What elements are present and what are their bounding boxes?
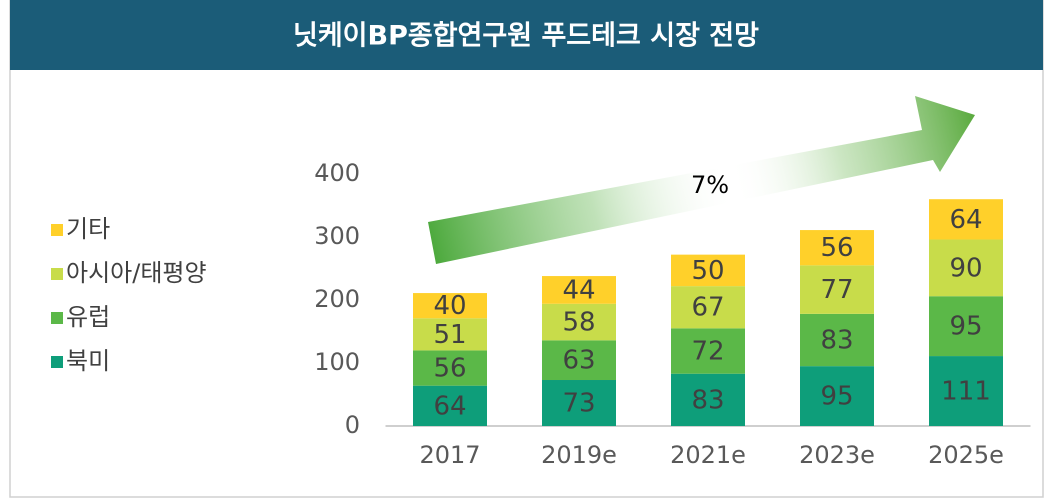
bar-segment — [542, 276, 616, 304]
value-label: 67 — [691, 293, 724, 323]
value-label: 40 — [433, 291, 466, 321]
x-tick-label: 2021e — [670, 441, 746, 469]
y-tick-label: 300 — [314, 222, 360, 250]
y-tick-label: 400 — [314, 159, 360, 187]
bar-segment — [542, 380, 616, 426]
legend-swatch — [51, 356, 63, 368]
bar-segment — [671, 254, 745, 287]
x-tick-label: 2023e — [799, 441, 875, 469]
y-tick-label: 100 — [314, 348, 360, 376]
frame — [9, 0, 1044, 498]
value-label: 64 — [949, 205, 982, 235]
y-tick-label: 200 — [314, 285, 360, 313]
bar-segment — [929, 239, 1003, 297]
bar-segment — [800, 230, 874, 266]
bar-segment — [671, 373, 745, 426]
legend-label: 북미 — [66, 347, 110, 375]
bar-segment — [929, 199, 1003, 240]
value-label: 56 — [433, 354, 466, 384]
value-label: 56 — [820, 233, 853, 263]
x-tick-label: 2025e — [928, 441, 1004, 469]
bar-segment — [929, 356, 1003, 426]
x-tick-label: 2017 — [419, 441, 480, 469]
value-label: 64 — [433, 391, 466, 421]
value-label: 95 — [949, 312, 982, 342]
value-label: 95 — [820, 382, 853, 412]
value-label: 44 — [562, 275, 595, 305]
value-label: 72 — [691, 337, 724, 367]
value-label: 50 — [691, 256, 724, 286]
y-tick-label: 0 — [345, 411, 360, 439]
legend-swatch — [51, 312, 63, 324]
x-tick-label: 2019e — [541, 441, 617, 469]
bar-segment — [800, 366, 874, 426]
bar-segment — [413, 293, 487, 319]
annotation: 7% — [691, 171, 729, 199]
bar-segment — [671, 328, 745, 374]
bar-segment — [413, 350, 487, 386]
bar-segment — [413, 318, 487, 351]
bar-segment — [542, 340, 616, 381]
value-label: 63 — [562, 346, 595, 376]
bar-segment — [542, 303, 616, 341]
value-label: 73 — [562, 389, 595, 419]
value-label: 83 — [691, 385, 724, 415]
chart-title: 닛케이BP종합연구원 푸드테크 시장 전망 — [293, 21, 759, 52]
legend-label: 유럽 — [66, 303, 110, 331]
bar-segment — [800, 313, 874, 367]
bar-segment — [929, 296, 1003, 357]
growth-arrow — [428, 96, 975, 264]
legend-swatch — [51, 224, 63, 236]
legend-swatch — [51, 268, 63, 280]
bar-segment — [413, 385, 487, 426]
value-label: 77 — [820, 275, 853, 305]
value-label: 111 — [941, 377, 991, 407]
legend-label: 아시아/태평양 — [66, 259, 207, 287]
value-label: 90 — [949, 253, 982, 283]
bar-segment — [671, 286, 745, 329]
legend-label: 기타 — [66, 215, 110, 243]
header-band — [10, 0, 1043, 70]
bar-segment — [800, 265, 874, 314]
value-label: 83 — [820, 326, 853, 356]
value-label: 51 — [433, 320, 466, 350]
value-label: 58 — [562, 308, 595, 338]
